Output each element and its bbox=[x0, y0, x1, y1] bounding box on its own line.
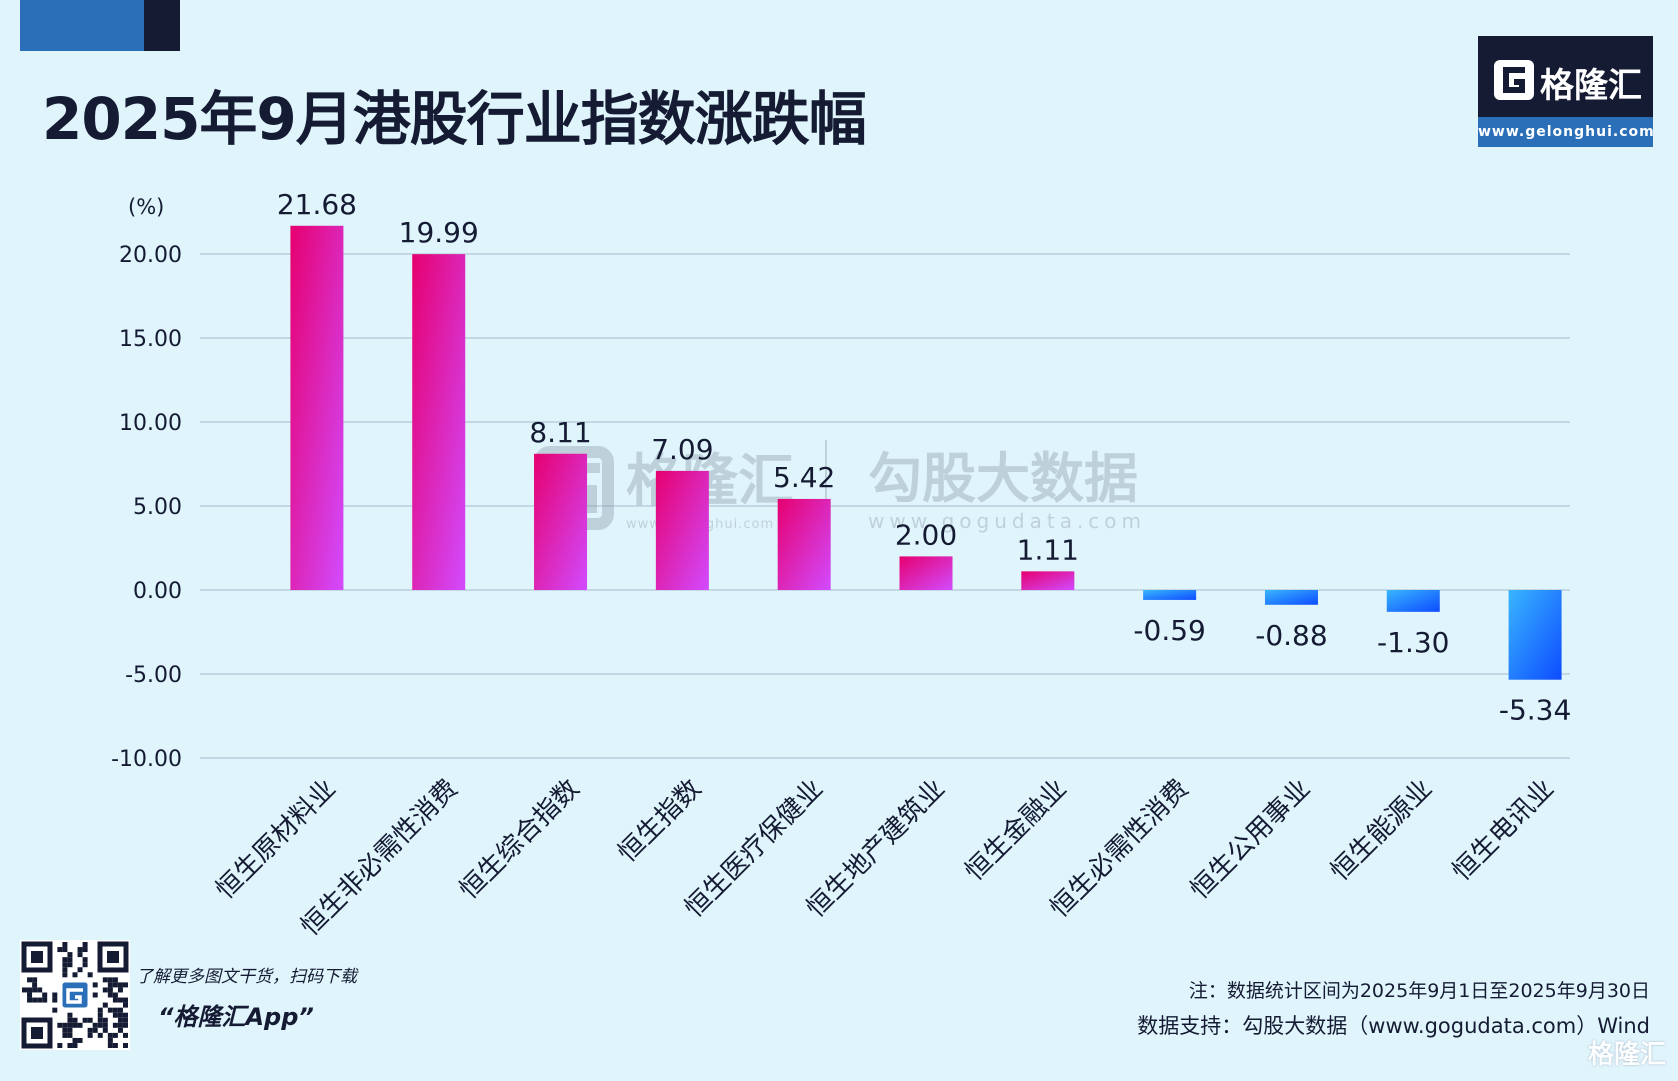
x-tick-label: 恒生指数 bbox=[613, 774, 708, 869]
watermark-brand2-url: www.gogudata.com bbox=[868, 509, 1146, 533]
bar-11 bbox=[1508, 590, 1562, 680]
value-label: 7.09 bbox=[651, 433, 713, 466]
header-accent-dark bbox=[144, 0, 180, 51]
x-tick-label: 恒生公用事业 bbox=[1185, 774, 1317, 906]
y-tick-label: -5.00 bbox=[125, 663, 182, 688]
y-tick-label: 5.00 bbox=[133, 495, 182, 520]
value-label: -5.34 bbox=[1499, 694, 1571, 727]
x-tick-label: 恒生综合指数 bbox=[454, 774, 586, 906]
y-axis-label: (%) bbox=[128, 195, 164, 219]
x-tick-label: 恒生能源业 bbox=[1325, 774, 1438, 887]
value-label: 5.42 bbox=[773, 461, 835, 494]
y-axis-ticks: -10.00 -5.00 0.00 5.00 10.00 15.00 20.00 bbox=[111, 243, 182, 772]
bar-3 bbox=[534, 453, 588, 590]
bar-10 bbox=[1386, 590, 1440, 612]
bar-5 bbox=[777, 498, 831, 590]
chart-watermark: 格隆汇 www.gelonghui.com 勾股大数据 www.gogudata… bbox=[534, 440, 1146, 538]
y-tick-label: 20.00 bbox=[119, 243, 182, 268]
bar-6 bbox=[899, 556, 953, 590]
logo-name: 格隆汇 bbox=[1540, 66, 1642, 106]
qr-logo-icon bbox=[59, 979, 91, 1011]
value-label: -0.59 bbox=[1133, 614, 1205, 647]
x-tick-label: 恒生原材料业 bbox=[210, 774, 342, 906]
watermark-brand1: 格隆汇 bbox=[626, 449, 794, 514]
bar-7 bbox=[1021, 571, 1075, 590]
y-tick-label: -10.00 bbox=[111, 747, 182, 772]
value-label: 8.11 bbox=[529, 416, 591, 449]
value-labels: 21.68 19.99 8.11 7.09 5.42 2.00 1.11 -0.59 -0.88… bbox=[277, 188, 1571, 727]
date-range-note: 注：数据统计区间为2025年9月1日至2025年9月30日 bbox=[1188, 980, 1650, 1002]
watermark-brand2: 勾股大数据 bbox=[868, 447, 1138, 510]
value-label: 19.99 bbox=[399, 216, 479, 249]
value-label: -1.30 bbox=[1377, 626, 1449, 659]
value-label: 2.00 bbox=[895, 518, 957, 551]
page-title: 2025年9月港股行业指数涨跌幅 bbox=[42, 85, 867, 153]
bar-1 bbox=[290, 225, 344, 590]
gelonghui-logo-icon bbox=[1494, 60, 1534, 100]
corner-watermark: 格隆汇 bbox=[1587, 1040, 1666, 1070]
qr-code[interactable] bbox=[20, 940, 130, 1050]
bar-2 bbox=[412, 254, 466, 590]
y-tick-label: 10.00 bbox=[119, 411, 182, 436]
y-tick-label: 0.00 bbox=[133, 579, 182, 604]
value-label: -0.88 bbox=[1255, 619, 1327, 652]
bar-9 bbox=[1264, 590, 1318, 605]
bar-8 bbox=[1143, 590, 1197, 600]
header-accent-blue bbox=[20, 0, 144, 51]
value-label: 21.68 bbox=[277, 188, 357, 221]
app-name: “格隆汇App” bbox=[158, 1003, 314, 1031]
x-tick-label: 恒生金融业 bbox=[960, 774, 1073, 887]
qr-caption: 了解更多图文干货，扫码下载 bbox=[136, 967, 357, 987]
logo-url[interactable]: www.gelonghui.com bbox=[1478, 117, 1654, 147]
value-label: 1.11 bbox=[1017, 533, 1079, 566]
x-tick-label: 恒生电讯业 bbox=[1447, 774, 1560, 887]
brand-logo[interactable]: 格隆汇 www.gelonghui.com bbox=[1478, 36, 1654, 147]
bar-4 bbox=[655, 470, 709, 590]
y-tick-label: 15.00 bbox=[119, 327, 182, 352]
data-source: 数据支持：勾股大数据（www.gogudata.com）Wind bbox=[1137, 1014, 1650, 1038]
bars bbox=[290, 225, 1562, 680]
